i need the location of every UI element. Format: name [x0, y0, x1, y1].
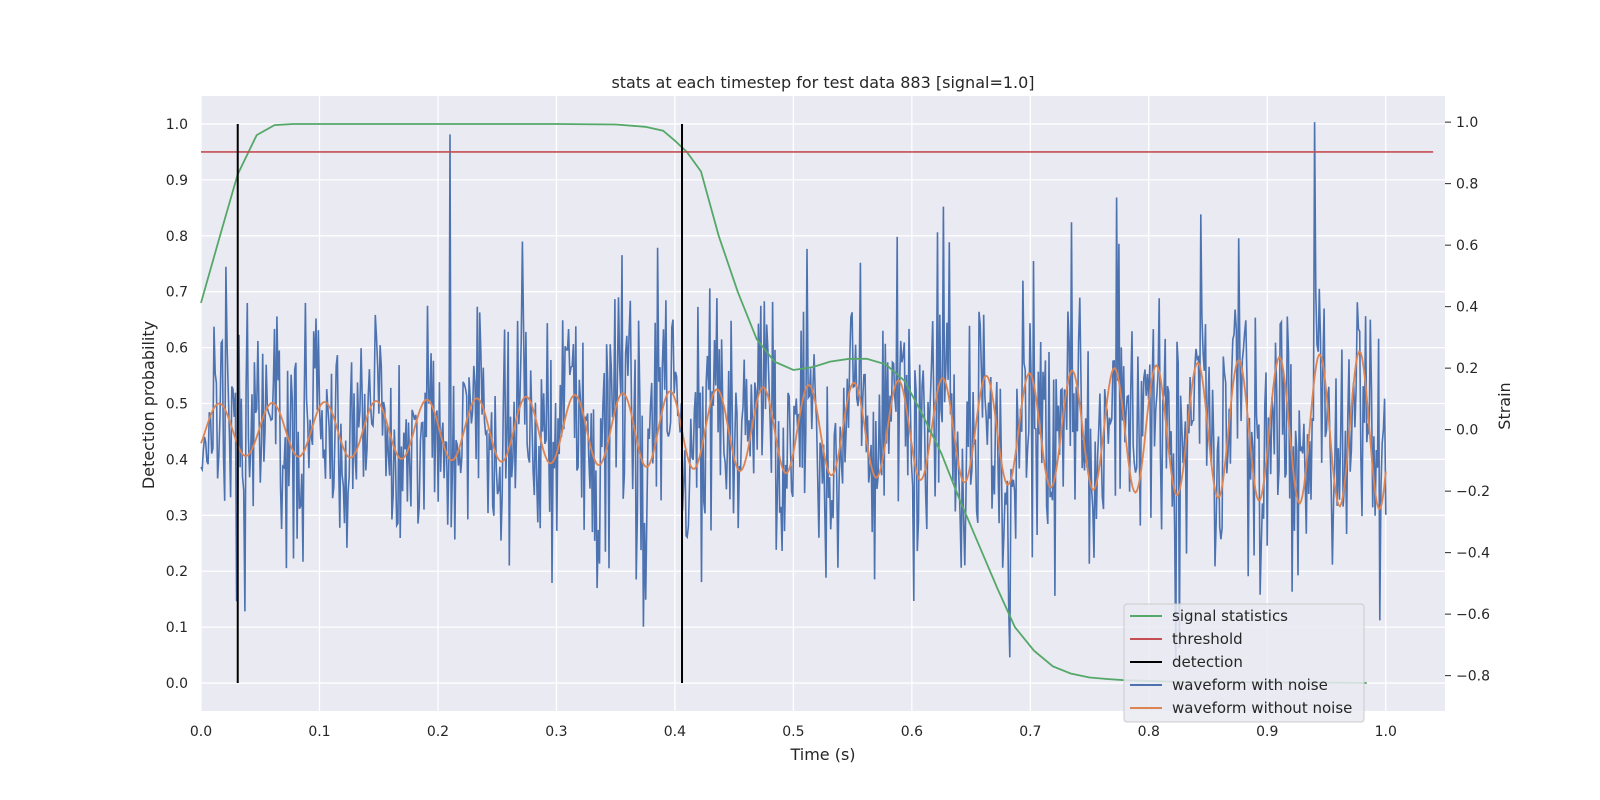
y-tick-label: 0.3	[166, 508, 188, 524]
x-tick-label: 0.1	[308, 724, 330, 740]
y-tick-label: 0.7	[166, 285, 188, 301]
y2-tick-label: 0.8	[1456, 177, 1478, 193]
x-tick-label: 0.7	[1019, 724, 1041, 740]
y2-tick-label: −0.8	[1456, 669, 1490, 685]
legend-label-signal: signal statistics	[1172, 607, 1288, 625]
x-tick-label: 0.6	[901, 724, 923, 740]
y2-tick-label: 0.0	[1456, 423, 1478, 439]
series-layer	[200, 122, 1434, 684]
y-tick-label: 0.8	[166, 229, 188, 245]
y2-tick-label: −0.2	[1456, 484, 1490, 500]
y2-tick-label: 0.4	[1456, 300, 1478, 316]
y-tick-label: 0.4	[166, 452, 188, 468]
x-tick-label: 0.5	[782, 724, 804, 740]
x-axis-label: Time (s)	[789, 745, 855, 764]
y-tick-label: 0.0	[166, 676, 188, 692]
y-tick-label: 1.0	[166, 117, 188, 133]
y2-tick-label: 0.6	[1456, 238, 1478, 254]
x-tick-label: 0.0	[190, 724, 212, 740]
x-tick-label: 0.9	[1256, 724, 1278, 740]
legend-label-threshold: threshold	[1172, 630, 1243, 648]
y2-tick-label: 1.0	[1456, 115, 1478, 131]
y-tick-label: 0.1	[166, 620, 188, 636]
signal-statistics-line	[200, 123, 1367, 684]
legend-label-detection: detection	[1172, 653, 1243, 671]
legend: signal statistics threshold detection wa…	[1123, 603, 1365, 723]
legend-box	[1123, 603, 1365, 723]
x-tick-label: 0.4	[664, 724, 686, 740]
x-tick-label: 1.0	[1375, 724, 1397, 740]
x-tick-label: 0.8	[1138, 724, 1160, 740]
ticks-layer: 0.0 0.1 0.2 0.3 0.4 0.5 0.6 0.7 0.8 0.9 1.0 0.0 0.1 0…	[166, 115, 1490, 740]
y2-tick-label: −0.4	[1456, 546, 1490, 562]
y2-axis-label: Strain	[1495, 382, 1514, 429]
x-tick-label: 0.3	[545, 724, 567, 740]
y2-tick-label: −0.6	[1456, 607, 1490, 623]
legend-label-noisy: waveform with noise	[1172, 676, 1328, 694]
y2-tick-label: 0.2	[1456, 361, 1478, 377]
y-tick-label: 0.5	[166, 397, 188, 413]
y-tick-label: 0.6	[166, 341, 188, 357]
y-tick-label: 0.9	[166, 173, 188, 189]
waveform-without-noise-line	[200, 350, 1387, 511]
y-axis-label: Detection probability	[139, 321, 158, 489]
y-tick-label: 0.2	[166, 564, 188, 580]
x-tick-label: 0.2	[427, 724, 449, 740]
legend-label-clean: waveform without noise	[1172, 699, 1352, 717]
chart-title: stats at each timestep for test data 883…	[611, 73, 1034, 92]
